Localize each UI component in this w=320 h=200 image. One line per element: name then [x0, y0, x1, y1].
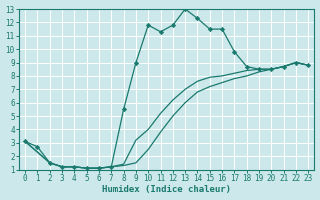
X-axis label: Humidex (Indice chaleur): Humidex (Indice chaleur): [102, 185, 231, 194]
